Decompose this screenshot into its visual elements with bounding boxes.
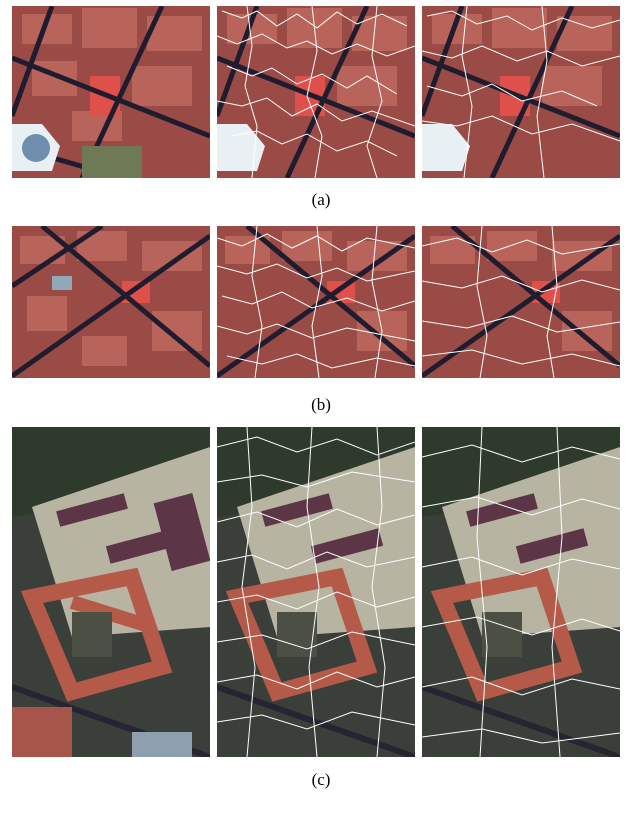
caption-c: (c) — [311, 770, 331, 789]
image-b-segmentation-2 — [422, 226, 620, 378]
image-b-segmentation-1 — [217, 226, 415, 378]
row-a — [12, 6, 620, 178]
caption-a: (a) — [311, 190, 331, 209]
caption-b: (b) — [311, 395, 331, 414]
image-b-original — [12, 226, 210, 378]
row-c — [12, 427, 620, 757]
image-a-segmentation-1 — [217, 6, 415, 178]
row-b — [12, 226, 620, 378]
image-a-segmentation-2 — [422, 6, 620, 178]
image-c-segmentation-2 — [422, 427, 620, 757]
image-a-original — [12, 6, 210, 178]
image-c-original — [12, 427, 210, 757]
image-c-segmentation-1 — [217, 427, 415, 757]
